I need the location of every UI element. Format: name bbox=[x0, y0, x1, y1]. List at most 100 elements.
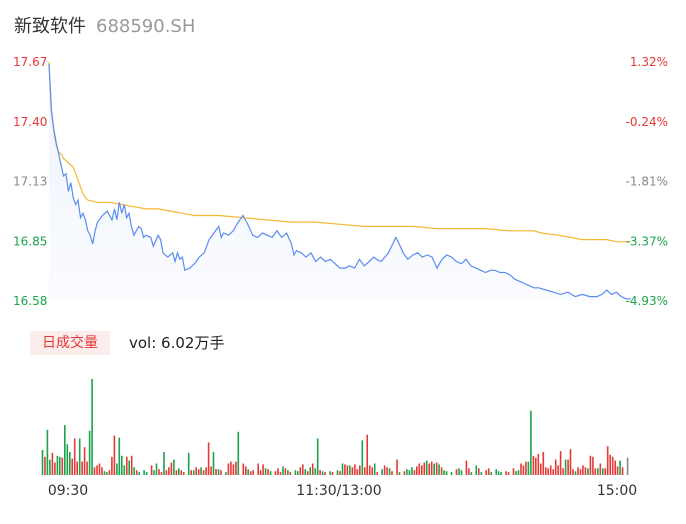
volume-bar bbox=[118, 437, 121, 475]
volume-bar bbox=[626, 457, 629, 475]
stock-name: 新致软件 bbox=[14, 16, 86, 37]
volume-bar bbox=[587, 468, 589, 475]
volume-bar bbox=[564, 459, 567, 475]
volume-bar bbox=[559, 451, 562, 475]
stock-code: 688590.SH bbox=[96, 16, 196, 37]
volume-bar bbox=[178, 468, 180, 475]
percent-tick-label: -0.24% bbox=[626, 115, 668, 129]
volume-bar bbox=[582, 465, 584, 475]
volume-bar bbox=[386, 467, 388, 475]
volume-bar bbox=[364, 467, 366, 475]
volume-bar bbox=[197, 469, 200, 475]
volume-bar bbox=[574, 471, 577, 475]
volume-bar bbox=[202, 470, 205, 475]
volume-bar bbox=[527, 461, 530, 475]
volume-bar bbox=[165, 470, 168, 475]
volume-bar bbox=[83, 447, 86, 475]
volume-bar bbox=[289, 472, 292, 475]
volume-bar bbox=[294, 470, 297, 475]
volume-bar bbox=[621, 467, 624, 475]
percent-tick-label: -4.93% bbox=[626, 294, 668, 308]
volume-bar bbox=[500, 472, 502, 475]
volume-bar bbox=[336, 470, 339, 475]
volume-bar bbox=[354, 464, 356, 475]
volume-bar bbox=[480, 472, 483, 475]
volume-bar bbox=[435, 462, 438, 475]
volume-bar bbox=[220, 470, 222, 475]
volume-bar bbox=[562, 468, 564, 475]
volume-bar bbox=[274, 471, 277, 475]
volume-bar bbox=[542, 452, 545, 475]
volume-bar bbox=[279, 472, 282, 475]
volume-bar bbox=[200, 467, 202, 475]
volume-bar bbox=[252, 470, 254, 475]
stock-title: 新致软件 688590.SH bbox=[14, 12, 195, 38]
time-axis-labels: 09:30 11:30/13:00 15:00 bbox=[48, 483, 637, 499]
volume-bar bbox=[145, 472, 148, 475]
volume-bar bbox=[433, 463, 435, 475]
volume-bar bbox=[445, 471, 448, 475]
percent-tick-label: -1.81% bbox=[626, 175, 668, 189]
volume-bar bbox=[86, 461, 88, 475]
volume-bar bbox=[180, 470, 183, 475]
time-tick-label: 09:30 bbox=[48, 483, 88, 499]
volume-bar bbox=[512, 468, 515, 475]
volume-bar bbox=[314, 468, 316, 475]
volume-bar bbox=[579, 469, 582, 475]
volume-bar bbox=[383, 465, 386, 475]
volume-bar bbox=[487, 468, 490, 475]
volume-bar bbox=[490, 472, 492, 475]
volume-bar bbox=[195, 467, 197, 475]
volume-bar bbox=[584, 467, 587, 475]
volume-bar bbox=[408, 470, 411, 475]
volume-bar bbox=[306, 471, 309, 475]
volume-bar bbox=[606, 446, 609, 475]
volume-bar bbox=[316, 438, 319, 475]
volume-bar bbox=[594, 468, 597, 475]
daily-volume-tab[interactable]: 日成交量 bbox=[30, 331, 110, 355]
volume-bar bbox=[297, 471, 299, 475]
volume-readout: vol: 6.02万手 bbox=[129, 334, 225, 352]
volume-bar bbox=[173, 459, 175, 475]
volume-bar bbox=[287, 470, 289, 475]
volume-bar bbox=[160, 472, 163, 475]
volume-bar bbox=[602, 468, 604, 475]
volume-bar bbox=[41, 450, 44, 475]
volume-bar bbox=[267, 469, 269, 475]
percent-tick-label: 1.32% bbox=[630, 55, 668, 69]
volume-bar bbox=[547, 468, 549, 475]
volume-bar bbox=[143, 470, 145, 475]
volume-bar bbox=[495, 469, 497, 475]
volume-bar bbox=[478, 468, 480, 475]
volume-bar bbox=[443, 470, 445, 475]
volume-bar bbox=[616, 466, 619, 475]
volume-bar bbox=[505, 471, 507, 475]
volume-bar bbox=[557, 465, 559, 475]
volume-bar bbox=[59, 456, 61, 475]
price-tick-label: 16.58 bbox=[13, 294, 47, 308]
volume-bar bbox=[135, 470, 138, 475]
time-tick-label: 11:30/13:00 bbox=[296, 483, 381, 499]
price-axis-labels: 17.67 17.40 17.13 16.85 16.58 1.32% -0.24% -1.8… bbox=[13, 55, 668, 308]
volume-bar bbox=[344, 464, 346, 475]
volume-bar bbox=[78, 438, 81, 475]
volume-bar bbox=[71, 458, 73, 475]
volume-bar bbox=[321, 471, 324, 475]
volume-bar bbox=[552, 469, 554, 475]
price-tick-label: 17.67 bbox=[13, 55, 47, 69]
volume-bar bbox=[604, 468, 607, 475]
volume-bar bbox=[311, 463, 314, 475]
price-tick-label: 17.13 bbox=[13, 175, 47, 189]
volume-bar bbox=[388, 468, 391, 475]
volume-bar bbox=[349, 465, 351, 475]
volume-bar bbox=[98, 463, 101, 475]
volume-bar bbox=[567, 459, 569, 475]
volume-bar bbox=[108, 470, 111, 475]
volume-bar bbox=[418, 463, 421, 475]
price-tick-label: 17.40 bbox=[13, 115, 47, 129]
volume-bar bbox=[91, 379, 93, 475]
volume-bar bbox=[175, 470, 178, 475]
volume-bar bbox=[416, 466, 418, 475]
volume-bar bbox=[69, 452, 71, 475]
